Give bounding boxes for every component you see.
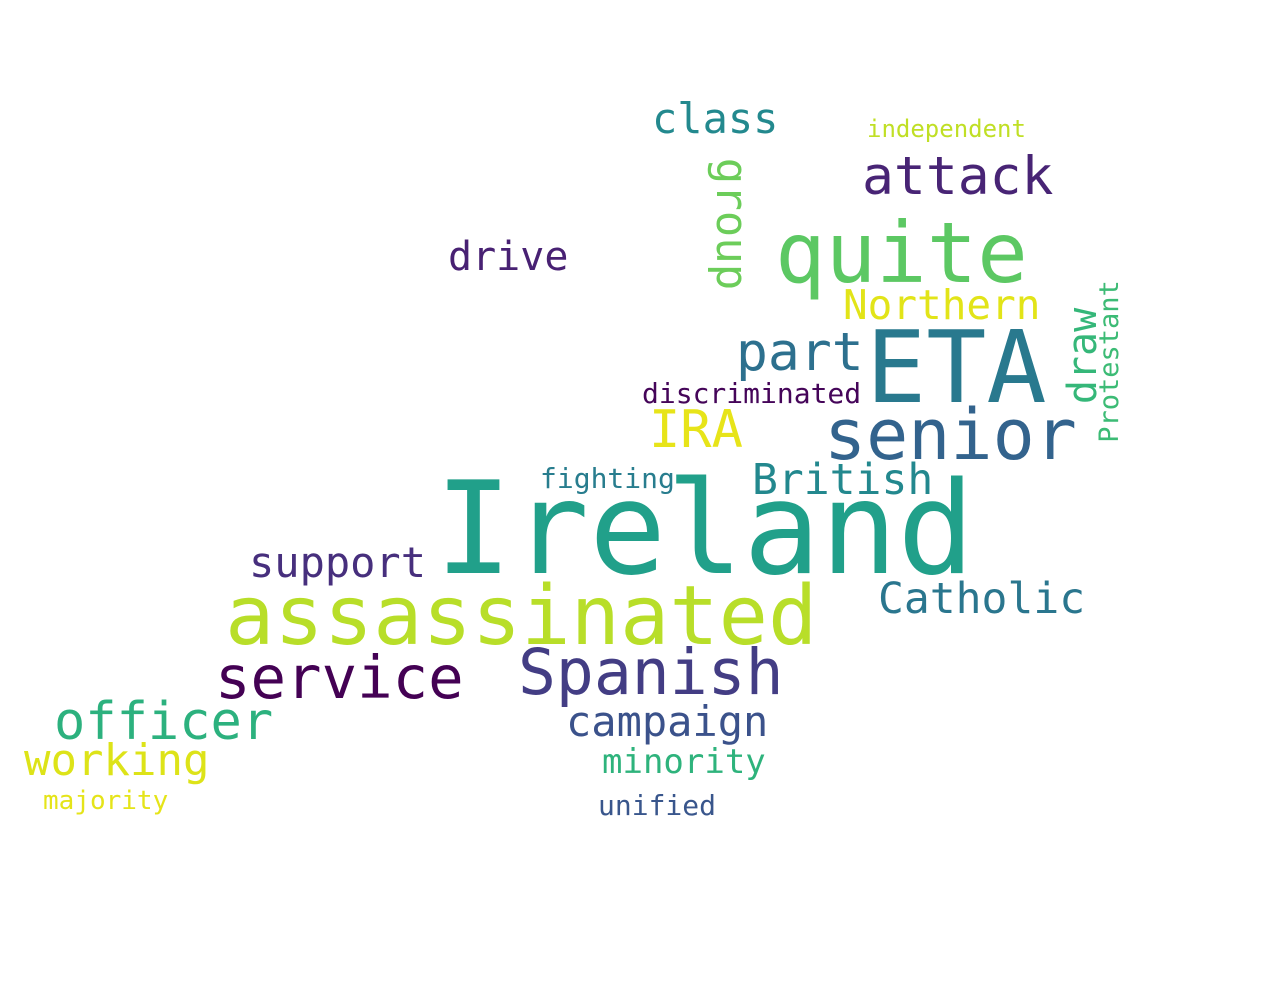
word-independent: independent	[867, 115, 1026, 143]
word-working: working	[24, 735, 210, 786]
word-protestant: Protestant	[1093, 280, 1125, 443]
word-drive: drive	[448, 234, 569, 280]
word-ira: IRA	[649, 400, 743, 460]
word-support: support	[249, 538, 427, 587]
word-attack: attack	[862, 146, 1054, 207]
word-minority: minority	[602, 742, 766, 782]
word-unified: unified	[598, 789, 717, 822]
word-spanish: Spanish	[518, 636, 784, 709]
word-northern: Northern	[843, 281, 1041, 329]
word-ireland: Ireland	[435, 455, 975, 604]
word-campaign: campaign	[566, 697, 769, 746]
word-majority: majority	[43, 786, 169, 816]
word-assassinated: assassinated	[225, 569, 818, 664]
word-discriminated: discriminated	[642, 377, 862, 410]
word-british: British	[752, 455, 934, 505]
word-catholic: Catholic	[878, 574, 1086, 624]
word-officer: officer	[54, 692, 274, 752]
word-eta: ETA	[866, 309, 1047, 426]
word-service: service	[215, 643, 464, 712]
word-part: part	[736, 322, 864, 383]
word-senior: senior	[824, 394, 1077, 476]
word-quite: quite	[775, 204, 1028, 302]
word-class: class	[652, 94, 779, 143]
word-group: group	[706, 157, 758, 291]
word-fighting: fighting	[540, 462, 675, 495]
